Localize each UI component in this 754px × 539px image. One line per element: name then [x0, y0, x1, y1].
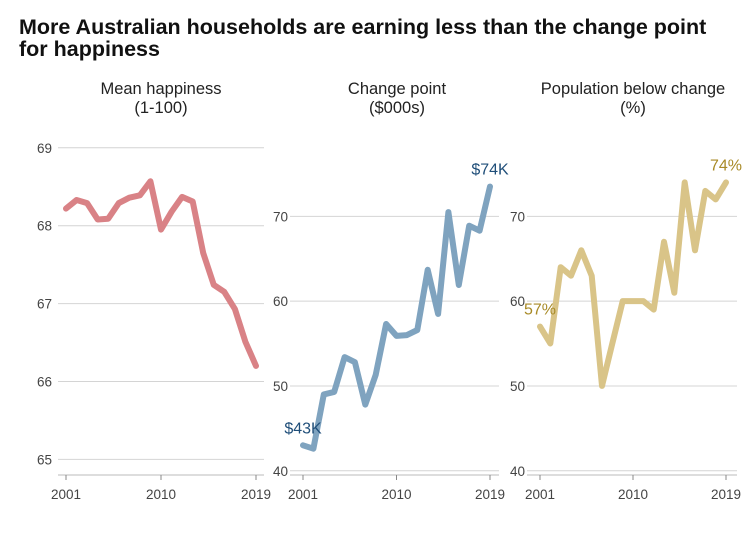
panel-title-line2: (%)	[620, 99, 646, 117]
panel-title-line2: ($000s)	[369, 99, 425, 117]
x-tick-label: 2019	[475, 487, 505, 502]
x-tick-label: 2001	[51, 487, 81, 502]
y-tick-label: 40	[273, 464, 288, 479]
y-tick-label: 70	[273, 209, 288, 224]
y-tick-label: 60	[273, 294, 288, 309]
x-tick-label: 2001	[525, 487, 555, 502]
x-tick-label: 2019	[241, 487, 271, 502]
y-tick-label: 68	[37, 219, 52, 234]
x-tick-label: 2010	[381, 487, 411, 502]
y-tick-label: 69	[37, 141, 52, 156]
series-line	[63, 178, 259, 369]
panel-change-point: Change point ($000s) 40 50 60 70 2001 2010 201…	[273, 80, 509, 502]
data-label: 74%	[710, 157, 742, 174]
panel-title-line1: Change point	[348, 80, 447, 98]
data-label: $74K	[471, 162, 509, 179]
y-tick-label: 67	[37, 297, 52, 312]
series-line	[537, 179, 729, 389]
data-label: $43K	[284, 420, 322, 437]
x-tick-label: 2001	[288, 487, 318, 502]
y-tick-label: 70	[510, 209, 525, 224]
series-line	[300, 183, 493, 452]
y-tick-label: 66	[37, 375, 52, 390]
panel-mean-happiness: Mean happiness (1-100) 65 66 67 68 69 2001 201…	[37, 80, 271, 502]
y-tick-label: 50	[273, 379, 288, 394]
x-tick-label: 2019	[711, 487, 741, 502]
x-tick-label: 2010	[146, 487, 176, 502]
panel-title-line1: Mean happiness	[100, 80, 221, 98]
y-tick-label: 50	[510, 379, 525, 394]
y-tick-label: 65	[37, 452, 52, 467]
y-tick-label: 60	[510, 294, 525, 309]
chart-title: More Australian households are earning l…	[19, 15, 707, 61]
y-tick-label: 40	[510, 464, 525, 479]
panel-title-line2: (1-100)	[134, 99, 187, 117]
panel-title-line1: Population below change	[541, 80, 725, 98]
data-label: 57%	[524, 302, 556, 319]
x-tick-label: 2010	[618, 487, 648, 502]
panel-population-below-change: Population below change (%) 40 50 60 70 2001…	[510, 80, 742, 502]
